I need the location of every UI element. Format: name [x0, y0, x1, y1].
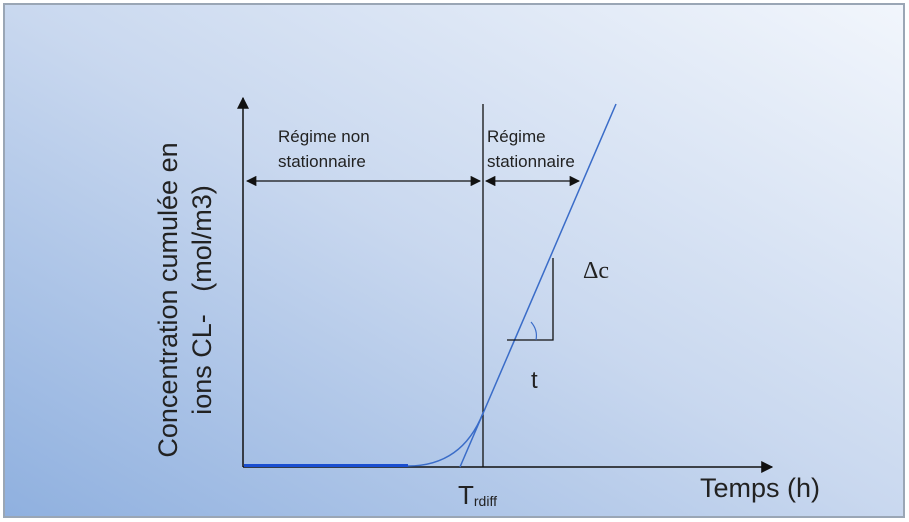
region-label: stationnaire — [278, 152, 366, 171]
region-label: stationnaire — [487, 152, 575, 171]
t-label: t — [531, 367, 538, 394]
slope-triangle — [507, 258, 554, 341]
y-axis-label: Concentration cumulée en — [153, 142, 183, 457]
time-marker-subscript: rdiff — [474, 493, 497, 509]
time-marker-main: T — [458, 480, 474, 510]
angle-arc — [530, 321, 538, 341]
x-axis-label: Temps (h) — [700, 473, 820, 503]
steady-line — [459, 103, 617, 468]
delta-c-label: Δc — [583, 258, 609, 284]
time-marker-label: Trdiff — [458, 480, 497, 510]
y-axis-label: ions CL- (mol/m3) — [187, 185, 217, 415]
region-label: Régime non — [278, 127, 370, 146]
region-label: Régime — [487, 127, 546, 146]
background — [3, 3, 905, 518]
